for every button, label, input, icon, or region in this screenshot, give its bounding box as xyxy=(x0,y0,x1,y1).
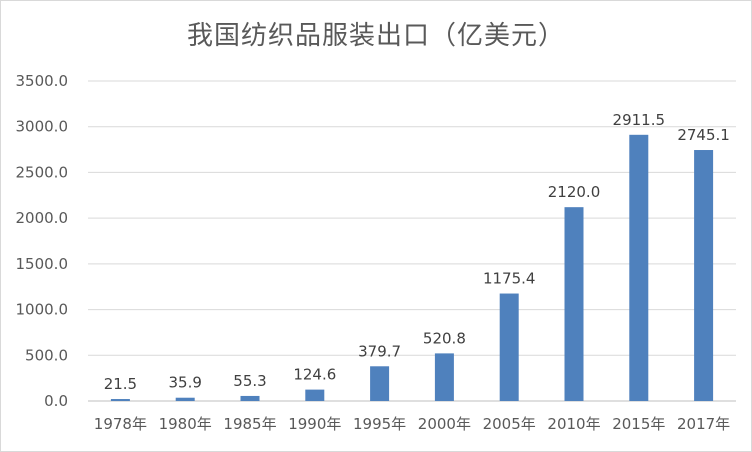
x-tick-label: 2017年 xyxy=(677,415,730,433)
y-tick-label: 0.0 xyxy=(44,392,68,410)
x-tick-label: 1995年 xyxy=(353,415,406,433)
bar xyxy=(499,293,519,401)
data-label: 2120.0 xyxy=(548,183,601,201)
data-label: 2911.5 xyxy=(613,111,666,129)
bar xyxy=(434,353,454,401)
data-label: 379.7 xyxy=(358,342,401,360)
data-label: 21.5 xyxy=(104,375,137,393)
y-tick-label: 3500.0 xyxy=(16,72,69,90)
x-tick-label: 1990年 xyxy=(288,415,341,433)
bar xyxy=(240,395,260,401)
x-tick-label: 2015年 xyxy=(612,415,665,433)
bar xyxy=(305,389,325,401)
y-tick-label: 1500.0 xyxy=(16,255,69,273)
y-tick-label: 500.0 xyxy=(25,346,68,364)
y-tick-label: 2000.0 xyxy=(16,209,69,227)
data-label: 55.3 xyxy=(233,372,266,390)
bar xyxy=(564,207,584,401)
y-tick-label: 2500.0 xyxy=(16,163,69,181)
y-tick-label: 1000.0 xyxy=(16,301,69,319)
chart-title: 我国纺织品服装出口（亿美元） xyxy=(186,21,565,51)
bar xyxy=(694,150,714,401)
bar xyxy=(175,397,195,401)
data-label: 35.9 xyxy=(168,374,201,392)
x-tick-label: 2010年 xyxy=(547,415,600,433)
bar xyxy=(370,366,390,401)
x-tick-label: 1978年 xyxy=(94,415,147,433)
y-tick-label: 3000.0 xyxy=(16,118,69,136)
data-label: 520.8 xyxy=(423,329,466,347)
x-tick-label: 1980年 xyxy=(159,415,212,433)
data-label: 124.6 xyxy=(293,366,336,384)
x-tick-label: 2005年 xyxy=(483,415,536,433)
x-tick-label: 1985年 xyxy=(223,415,276,433)
x-tick-label: 2000年 xyxy=(418,415,471,433)
bar xyxy=(629,134,649,401)
bar xyxy=(110,399,130,401)
data-label: 1175.4 xyxy=(483,270,536,288)
data-label: 2745.1 xyxy=(677,126,730,144)
